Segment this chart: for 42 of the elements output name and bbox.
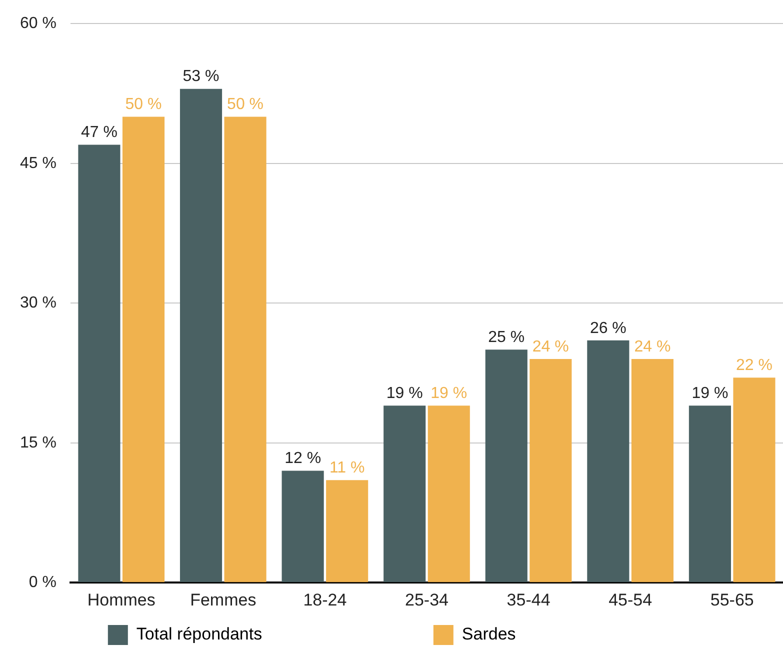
bar: [485, 350, 528, 582]
data-label: 19 %: [692, 384, 728, 402]
data-label: 12 %: [284, 450, 322, 468]
bar: [530, 359, 572, 582]
bar: [326, 480, 368, 582]
data-label: 53 %: [182, 68, 220, 86]
bar: [78, 144, 120, 582]
bar: [384, 406, 426, 582]
data-label: 26 %: [590, 320, 626, 337]
data-label: 24 %: [532, 338, 569, 356]
data-label: 22 %: [736, 357, 772, 374]
data-label: 11 %: [329, 460, 365, 477]
bar: [631, 359, 674, 582]
bar: [688, 406, 731, 582]
legend-label: Sardes: [462, 624, 682, 644]
y-tick-label: 0 %: [28, 574, 56, 592]
bar: [122, 116, 165, 582]
y-tick-label: 30 %: [20, 294, 56, 312]
x-tick-label: Hommes: [87, 590, 156, 610]
x-tick-label: 45-54: [608, 590, 652, 610]
bar: [224, 116, 266, 582]
data-label: 19 %: [430, 384, 468, 402]
legend-label: Total répondants: [136, 624, 428, 644]
bar: [180, 88, 222, 582]
y-tick-label: 45 %: [20, 154, 56, 172]
x-tick-label: 35-44: [506, 590, 550, 610]
data-label: 47 %: [80, 124, 118, 142]
y-tick-label: 60 %: [20, 15, 56, 32]
bar: [733, 378, 776, 582]
data-label: 25 %: [488, 329, 525, 346]
y-tick-label: 15 %: [20, 434, 56, 452]
bar: [587, 340, 630, 582]
data-label: 19 %: [386, 384, 423, 402]
x-tick-label: 25-34: [404, 590, 448, 610]
bar: [282, 470, 324, 582]
x-tick-label: Femmes: [190, 590, 256, 610]
data-label: 50 %: [227, 96, 264, 114]
data-label: 24 %: [634, 338, 671, 356]
x-tick-label: 18-24: [303, 590, 347, 610]
bar: [428, 406, 470, 582]
x-tick-label: 55-65: [710, 590, 754, 610]
data-label: 50 %: [125, 96, 162, 114]
